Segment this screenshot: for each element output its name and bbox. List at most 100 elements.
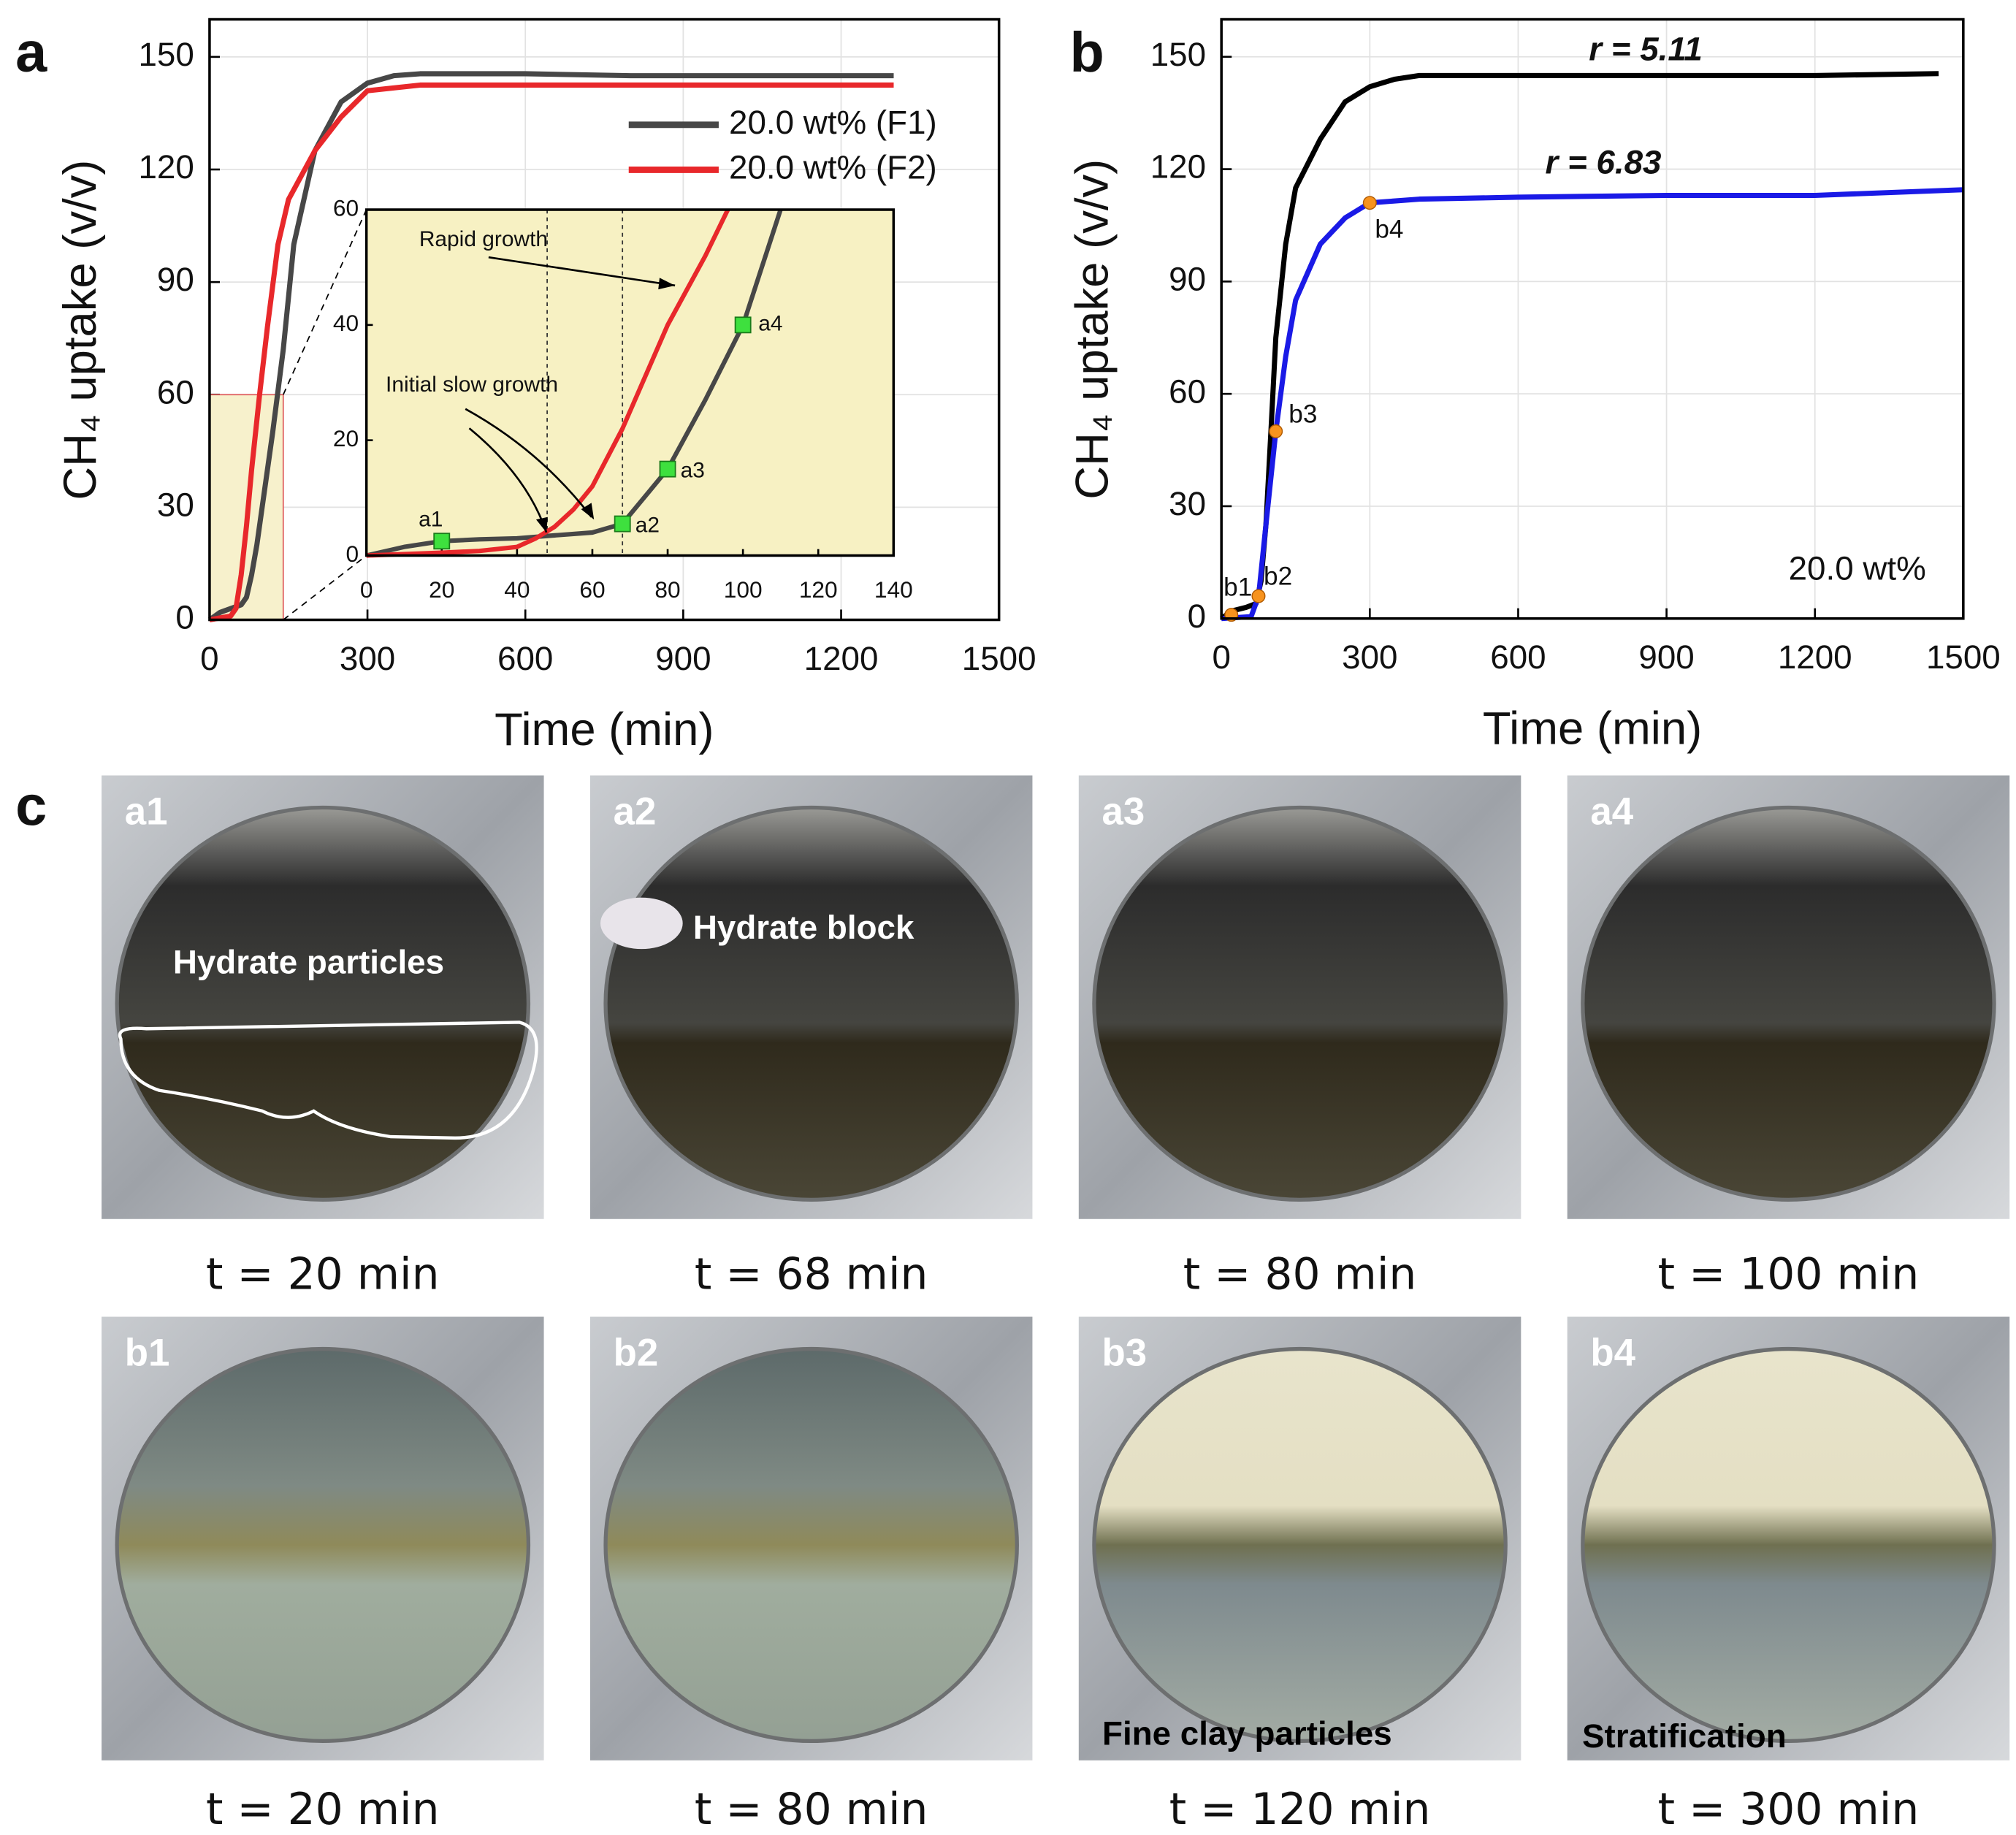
- point-label: b2: [1264, 562, 1292, 591]
- series-label: r = 6.83: [1545, 143, 1661, 180]
- series-line: [207, 71, 894, 622]
- photo-label: a1: [125, 790, 168, 833]
- y-tick-label: 60: [157, 373, 194, 411]
- legend-label: 20.0 wt% (F1): [729, 104, 937, 141]
- plot-frame: [364, 208, 896, 557]
- annotation-arrow: [488, 256, 676, 287]
- y-tick-label: 40: [333, 310, 359, 336]
- y-tick-label: 30: [1169, 485, 1206, 522]
- photo-label: b2: [614, 1331, 659, 1374]
- inset-chart: 0 20 40 60 80 100 120 140 0 20 40 60 a1 a2 a3 a4 Rapid g…: [333, 194, 913, 603]
- viewing-window: [603, 1346, 1019, 1744]
- annotation: Initial slow growth: [386, 373, 558, 397]
- x-tick-label: 1500: [962, 640, 1036, 677]
- photo-annotation: Fine clay particles: [1102, 1714, 1392, 1752]
- x-tick-label: 600: [1490, 638, 1546, 676]
- plot-frame: [208, 18, 1001, 622]
- photo-caption: t = 80 min: [695, 1784, 928, 1835]
- x-tick-label: 140: [874, 576, 913, 603]
- marker: [1269, 424, 1283, 438]
- zoom-connector: [283, 554, 367, 621]
- viewing-window: [115, 805, 531, 1202]
- x-tick-label: 300: [1342, 638, 1397, 676]
- y-tick-label: 0: [345, 541, 359, 567]
- photo-caption: t = 80 min: [1183, 1249, 1417, 1300]
- point-label: b1: [1223, 573, 1252, 602]
- x-axis-label: Time (min): [1483, 703, 1702, 754]
- x-axis-label: Time (min): [495, 704, 714, 755]
- y-tick-label: 0: [1188, 598, 1206, 635]
- y-tick-label: 60: [333, 194, 359, 221]
- panel-label: a: [15, 21, 47, 84]
- x-tick-label: 1200: [1778, 638, 1852, 676]
- photo-annotation: Hydrate particles: [173, 943, 444, 980]
- y-tick-label: 20: [333, 425, 359, 451]
- photo-panel: b4 Stratification t = 300 min: [1567, 1316, 2010, 1835]
- annotation: Rapid growth: [419, 227, 548, 251]
- photo-panel: b1 t = 20 min: [102, 1316, 544, 1835]
- series-label: r = 5.11: [1589, 31, 1703, 68]
- point-label: a2: [635, 514, 660, 538]
- point-label: a1: [419, 508, 443, 532]
- viewing-window: [1581, 1346, 1996, 1744]
- y-axis-label: CH₄ uptake (v/v): [55, 160, 106, 500]
- photo-label: b3: [1101, 1331, 1147, 1374]
- photo-panel: b2 t = 80 min: [589, 1316, 1033, 1835]
- panel-label: c: [15, 774, 47, 837]
- x-tick-label: 40: [504, 576, 530, 603]
- y-tick-label: 150: [1150, 36, 1206, 73]
- outline: [118, 1020, 538, 1140]
- x-tick-label: 600: [497, 640, 553, 677]
- y-tick-label: 90: [1169, 260, 1206, 297]
- photo-panel: a3 t = 80 min: [1078, 775, 1521, 1300]
- arrow-head: [536, 516, 548, 533]
- photo-panel: a4 t = 100 min: [1567, 775, 2010, 1300]
- photo-label: b1: [125, 1331, 170, 1374]
- plot-background: [366, 210, 894, 556]
- x-tick-label: 900: [1638, 638, 1694, 676]
- annotation: 20.0 wt%: [1789, 550, 1926, 587]
- y-tick-label: 120: [138, 148, 194, 186]
- photo-annotation: Hydrate block: [693, 909, 915, 946]
- y-tick-label: 0: [175, 599, 194, 636]
- x-tick-label: 100: [724, 576, 763, 603]
- x-tick-label: 0: [200, 640, 218, 677]
- x-tick-label: 120: [799, 576, 838, 603]
- annotation-arrow: [465, 408, 592, 518]
- series-line: [366, 208, 730, 558]
- series-line: [209, 82, 894, 622]
- viewing-window: [603, 805, 1019, 1202]
- photo-label: a3: [1101, 790, 1145, 833]
- photo-caption: t = 68 min: [695, 1249, 928, 1300]
- x-tick-label: 20: [429, 576, 454, 603]
- marker: [614, 515, 631, 533]
- photo-annotation: Stratification: [1582, 1717, 1787, 1755]
- photo-label: b4: [1590, 1331, 1635, 1374]
- x-tick-label: 0: [1212, 638, 1230, 676]
- arrow-head: [581, 503, 595, 520]
- photo-caption: t = 300 min: [1658, 1784, 1920, 1835]
- viewing-window: [1581, 805, 1996, 1202]
- photo-panel: a1 Hydrate particles t = 20 min: [102, 775, 544, 1300]
- photo-panel: b3 Fine clay particles t = 120 min: [1078, 1316, 1521, 1835]
- series-line: [1221, 187, 1963, 622]
- y-tick-label: 90: [157, 261, 194, 298]
- viewing-window: [1092, 805, 1508, 1202]
- y-tick-label: 60: [1169, 373, 1206, 410]
- viewing-window: [1092, 1346, 1508, 1744]
- photo-label: a2: [614, 790, 657, 833]
- viewing-window: [115, 1346, 531, 1744]
- photo-caption: t = 100 min: [1658, 1249, 1920, 1300]
- panel-label: b: [1069, 21, 1104, 84]
- hydrate-block: [600, 897, 683, 950]
- marker: [433, 533, 451, 550]
- plot-frame: [1220, 18, 1965, 620]
- marker: [1251, 589, 1266, 603]
- point-label: b3: [1288, 400, 1317, 429]
- photo-label: a4: [1590, 790, 1633, 833]
- x-tick-label: 60: [579, 576, 605, 603]
- point-label: a3: [681, 459, 705, 483]
- x-tick-label: 80: [654, 576, 680, 603]
- x-tick-label: 1500: [1926, 638, 2001, 676]
